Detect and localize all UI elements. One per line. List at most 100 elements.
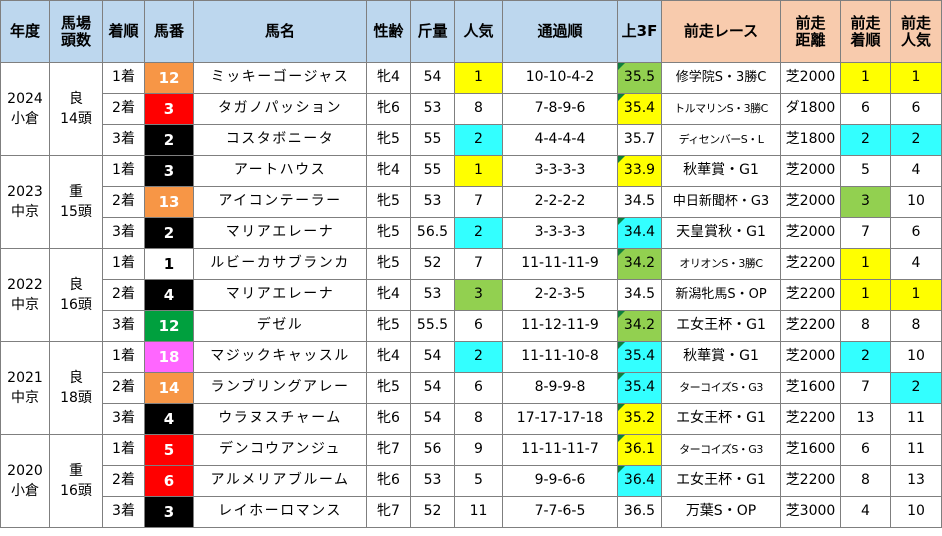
race-year: 2022: [7, 276, 43, 293]
popularity-cell: 7: [454, 248, 503, 280]
table-row: 3着 2 コスタボニータ 牝5 55 2 4-4-4-4 35.7 ディセンバーS・L 芝1800…: [1, 124, 942, 156]
prev-distance-cell: 芝1600: [780, 434, 841, 466]
finish-cell: 2着: [102, 372, 145, 404]
weight-cell: 52: [410, 496, 455, 528]
race-track: 良: [69, 276, 83, 293]
passing-cell: 9-9-6-6: [502, 465, 618, 497]
popularity-cell: 2: [454, 124, 503, 156]
passing-cell: 7-8-9-6: [502, 93, 618, 125]
prev-distance-cell: 芝2200: [780, 465, 841, 497]
number-cell: 18: [144, 341, 194, 373]
horse-name-cell: アルメリアブルーム: [193, 465, 367, 497]
prev-race-cell: エ女王杯・G1: [661, 403, 781, 435]
race-runners: 16頭: [60, 297, 92, 313]
race-year-venue: 2023 中京: [0, 155, 50, 249]
sex-age-cell: 牝5: [366, 217, 411, 249]
prev-distance-cell: 芝2200: [780, 403, 841, 435]
weight-cell: 53: [410, 93, 455, 125]
sex-age-cell: 牝5: [366, 248, 411, 280]
number-cell: 2: [144, 217, 194, 249]
last3f-cell: 36.1: [617, 434, 662, 466]
horse-name-cell: ウラヌスチャーム: [193, 403, 367, 435]
horse-name-cell: マリアエレーナ: [193, 217, 367, 249]
prev-distance-cell: 芝2000: [780, 217, 841, 249]
weight-cell: 56.5: [410, 217, 455, 249]
table-row: 2着 4 マリアエレーナ 牝4 53 3 2-2-3-5 34.5 新潟牝馬S・OP 芝2200 1…: [1, 279, 942, 311]
weight-cell: 56: [410, 434, 455, 466]
passing-cell: 4-4-4-4: [502, 124, 618, 156]
header-last3f: 上3F: [617, 0, 662, 63]
prev-race-cell: 万葉S・OP: [661, 496, 781, 528]
sex-age-cell: 牝5: [366, 124, 411, 156]
prev-popularity-cell: 10: [890, 496, 942, 528]
prev-popularity-cell: 4: [890, 248, 942, 280]
weight-cell: 53: [410, 279, 455, 311]
sex-age-cell: 牝4: [366, 341, 411, 373]
passing-cell: 11-11-10-8: [502, 341, 618, 373]
prev-popularity-cell: 1: [890, 279, 942, 311]
popularity-cell: 11: [454, 496, 503, 528]
prev-finish-cell: 5: [840, 155, 891, 187]
table-row: 2024 小倉良 14頭 1着 12 ミッキーゴージャス 牝4 54 1 10-10-4-2 35.…: [0, 62, 942, 156]
number-cell: 6: [144, 465, 194, 497]
last3f-cell: 36.5: [617, 496, 662, 528]
passing-cell: 2-2-3-5: [502, 279, 618, 311]
number-cell: 4: [144, 279, 194, 311]
number-cell: 14: [144, 372, 194, 404]
popularity-cell: 8: [454, 93, 503, 125]
weight-cell: 54: [410, 403, 455, 435]
passing-cell: 11-11-11-9: [502, 248, 618, 280]
horse-name-cell: マジックキャッスル: [193, 341, 367, 373]
prev-distance-cell: 芝1800: [780, 124, 841, 156]
weight-cell: 55.5: [410, 310, 455, 342]
prev-popularity-cell: 11: [890, 434, 942, 466]
last3f-cell: 35.4: [617, 372, 662, 404]
prev-distance-cell: 芝2000: [780, 62, 841, 94]
finish-cell: 1着: [102, 155, 145, 187]
weight-cell: 55: [410, 155, 455, 187]
race-track: 良: [69, 369, 83, 386]
passing-cell: 11-12-11-9: [502, 310, 618, 342]
passing-cell: 10-10-4-2: [502, 62, 618, 94]
prev-race-cell: 新潟牝馬S・OP: [661, 279, 781, 311]
last3f-cell: 34.4: [617, 217, 662, 249]
table-row: 2021 中京良 18頭 1着 18 マジックキャッスル 牝4 54 2 11-11-10-8 35…: [0, 341, 942, 435]
number-cell: 4: [144, 403, 194, 435]
passing-cell: 7-7-6-5: [502, 496, 618, 528]
last3f-cell: 34.5: [617, 279, 662, 311]
prev-finish-cell: 4: [840, 496, 891, 528]
prev-finish-cell: 8: [840, 465, 891, 497]
race-venue: 中京: [11, 390, 39, 406]
header-sexage: 性齢: [366, 0, 411, 63]
horse-name-cell: アートハウス: [193, 155, 367, 187]
prev-popularity-cell: 6: [890, 217, 942, 249]
race-track-runners: 重 16頭: [49, 434, 103, 528]
header-row: 年度 馬場 頭数 着順 馬番 馬名 性齢 斤量 人気 通過順 上3F 前走レース …: [0, 0, 942, 63]
race-track-runners: 良 18頭: [49, 341, 103, 435]
horse-name-cell: タガノパッション: [193, 93, 367, 125]
prev-finish-cell: 8: [840, 310, 891, 342]
popularity-cell: 2: [454, 341, 503, 373]
prev-finish-cell: 1: [840, 279, 891, 311]
last3f-cell: 34.2: [617, 248, 662, 280]
number-cell: 5: [144, 434, 194, 466]
prev-race-cell: 天皇賞秋・G1: [661, 217, 781, 249]
passing-cell: 2-2-2-2: [502, 186, 618, 218]
race-track: 重: [69, 183, 83, 200]
prev-distance-cell: 芝2200: [780, 279, 841, 311]
prev-finish-cell: 2: [840, 341, 891, 373]
prev-race-cell: エ女王杯・G1: [661, 465, 781, 497]
finish-cell: 2着: [102, 465, 145, 497]
finish-cell: 1着: [102, 248, 145, 280]
table-row: 2020 小倉重 16頭 1着 5 デンコウアンジュ 牝7 56 9 11-11-11-7 36.1…: [0, 434, 942, 528]
prev-race-cell: 修学院S・3勝C: [661, 62, 781, 94]
race-runners: 14頭: [60, 111, 92, 127]
last3f-cell: 35.2: [617, 403, 662, 435]
header-popularity: 人気: [454, 0, 503, 63]
prev-race-cell: 中日新聞杯・G3: [661, 186, 781, 218]
popularity-cell: 8: [454, 403, 503, 435]
horse-name-cell: ルビーカサブランカ: [193, 248, 367, 280]
prev-race-cell: ターコイズS・G3: [661, 372, 781, 404]
prev-distance-cell: 芝3000: [780, 496, 841, 528]
prev-popularity-cell: 13: [890, 465, 942, 497]
